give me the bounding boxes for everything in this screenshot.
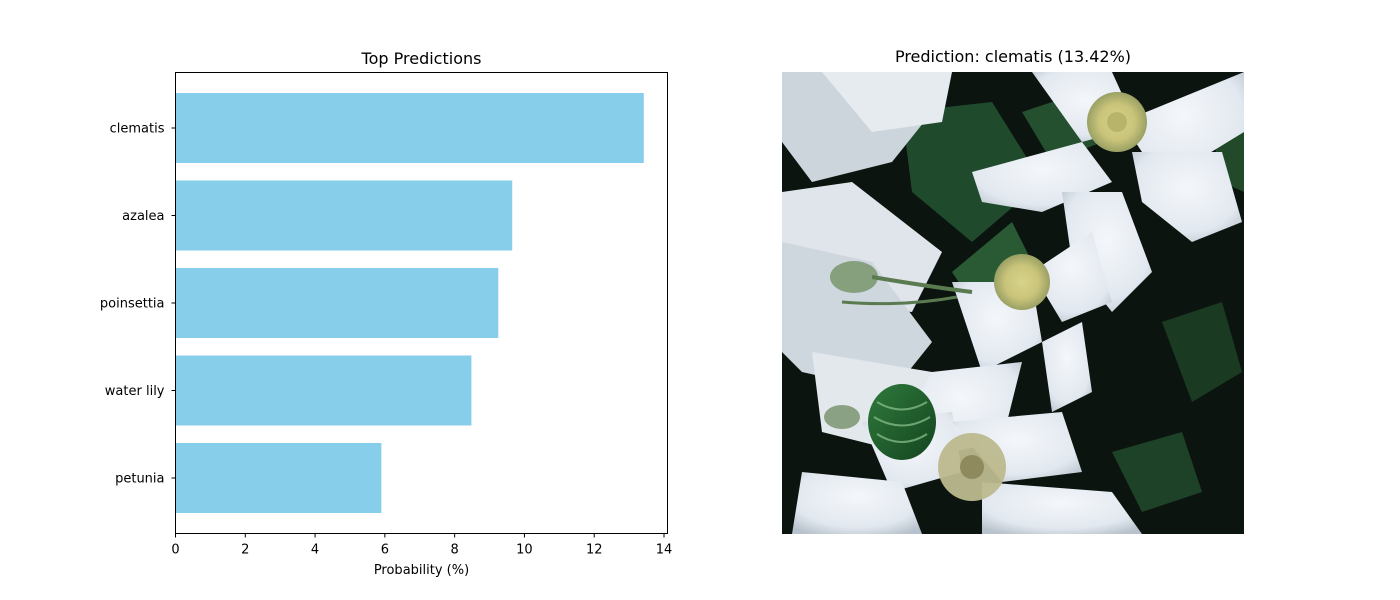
x-tick-label: 8 <box>451 543 459 558</box>
bar-clematis <box>175 93 644 163</box>
bar-water-lily <box>175 355 472 426</box>
y-tick-label: water lily <box>105 384 165 399</box>
prediction-photo <box>782 72 1244 534</box>
x-tick-label: 10 <box>516 543 533 558</box>
x-tick-label: 12 <box>586 543 603 558</box>
bar-poinsettia <box>175 268 499 338</box>
x-tick-label: 0 <box>171 543 179 558</box>
plot-frame <box>175 72 668 534</box>
y-tick-label: azalea <box>122 209 164 224</box>
bar-azalea <box>175 180 513 251</box>
y-tick-group: clematis azalea poinsettia water lily petuni… <box>100 122 176 487</box>
bars-group <box>175 93 644 513</box>
y-tick-label: clematis <box>110 122 165 137</box>
bar-petunia <box>175 443 382 513</box>
x-tick-label: 4 <box>311 543 319 558</box>
x-axis-label: Probability (%) <box>374 563 469 578</box>
x-tick-group: 0 2 4 6 8 10 12 14 <box>171 533 673 558</box>
photo-title: Prediction: clematis (13.42%) <box>894 47 1132 66</box>
bar-chart: Top Predictions clematis azalea poinsettia… <box>100 49 672 578</box>
y-tick-label: poinsettia <box>100 297 165 312</box>
y-tick-label: petunia <box>115 472 164 487</box>
chart-title: Top Predictions <box>361 49 482 68</box>
x-tick-label: 6 <box>381 543 389 558</box>
x-tick-label: 2 <box>241 543 249 558</box>
x-tick-label: 14 <box>656 543 673 558</box>
